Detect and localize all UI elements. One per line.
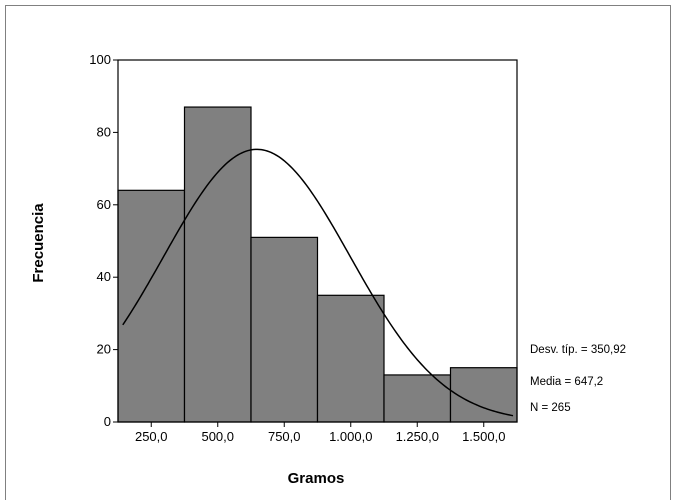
plot-area (117, 59, 518, 423)
statistics-box: Desv. típ. = 350,92 Media = 647,2 N = 265 (530, 344, 626, 414)
x-axis: 250,0 500,0 750,0 1.000,0 1.250,0 1.500,0 (135, 422, 505, 444)
normal-curve (122, 148, 514, 417)
bar-2 (183, 106, 252, 423)
bars-group (117, 106, 518, 423)
bar-5 (383, 374, 452, 423)
y-tick-label-20: 20 (97, 342, 111, 357)
y-tick-label-60: 60 (97, 197, 111, 212)
x-tick-label-6: 1.500,0 (462, 429, 505, 444)
stat-line-3: N = 265 (530, 402, 571, 414)
x-tick-label-1: 250,0 (135, 429, 168, 444)
x-tick-label-3: 750,0 (268, 429, 301, 444)
y-tick-label-0: 0 (104, 414, 111, 429)
stat-line-2: Media = 647,2 (530, 376, 603, 388)
x-tick-label-5: 1.250,0 (396, 429, 439, 444)
bar-3 (250, 236, 319, 423)
stat-line-1: Desv. típ. = 350,92 (530, 344, 626, 356)
y-tick-label-80: 80 (97, 124, 111, 139)
bar-1 (117, 189, 186, 423)
x-axis-title: Gramos (288, 470, 345, 487)
bar-4 (316, 294, 385, 423)
x-tick-label-2: 500,0 (201, 429, 234, 444)
y-tick-label-100: 100 (89, 52, 111, 67)
y-axis-title: Frecuencia (30, 203, 47, 283)
x-tick-label-4: 1.000,0 (329, 429, 372, 444)
y-axis: 0 20 40 60 80 100 (89, 52, 118, 429)
y-tick-label-40: 40 (97, 269, 111, 284)
